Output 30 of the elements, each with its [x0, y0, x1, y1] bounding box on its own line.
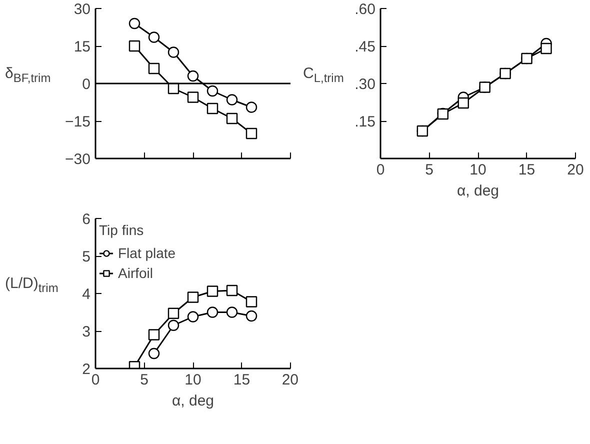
y-tick-label: 6 [82, 211, 90, 228]
y-tick-label: 4 [82, 286, 90, 303]
y-tick-label: .15 [354, 114, 376, 130]
legend-title: Tip fins [99, 222, 145, 238]
y-tick-label: 15 [74, 38, 91, 56]
x-tick-label: 10 [470, 162, 486, 178]
y-tick-label: .45 [354, 38, 376, 56]
x-tick-label: 5 [425, 162, 434, 178]
y-tick-label: 3 [82, 324, 90, 340]
y-tick-label: 5 [82, 248, 90, 266]
y-axis-title: (L/D)$_{trim}$ [5, 274, 58, 297]
y-tick-label: −30 [65, 151, 91, 168]
y-tick-label: 0 [82, 76, 90, 93]
y-tick-label: .30 [354, 76, 376, 93]
x-tick-label: 10 [184, 372, 202, 388]
x-tick-label: 15 [233, 372, 250, 388]
legend-label: Flat plate [118, 245, 176, 261]
y-tick-label: −15 [65, 114, 91, 130]
legend-label: Airfoil [118, 265, 154, 281]
x-axis-title: α, deg [172, 392, 214, 410]
y-tick-label: 2 [82, 361, 90, 378]
x-tick-label: 20 [282, 372, 299, 388]
y-tick-label: 30 [74, 1, 91, 18]
x-axis-title: α, deg [456, 182, 500, 200]
x-tick-label: 15 [518, 162, 536, 178]
x-tick-label: 20 [567, 162, 584, 178]
x-tick-label: 5 [140, 372, 148, 388]
y-axis-title: C$_{L,trim}$ [303, 64, 344, 87]
y-tick-label: .60 [354, 1, 376, 18]
y-axis-title: δ$_{BF,trim}$ [5, 64, 51, 87]
